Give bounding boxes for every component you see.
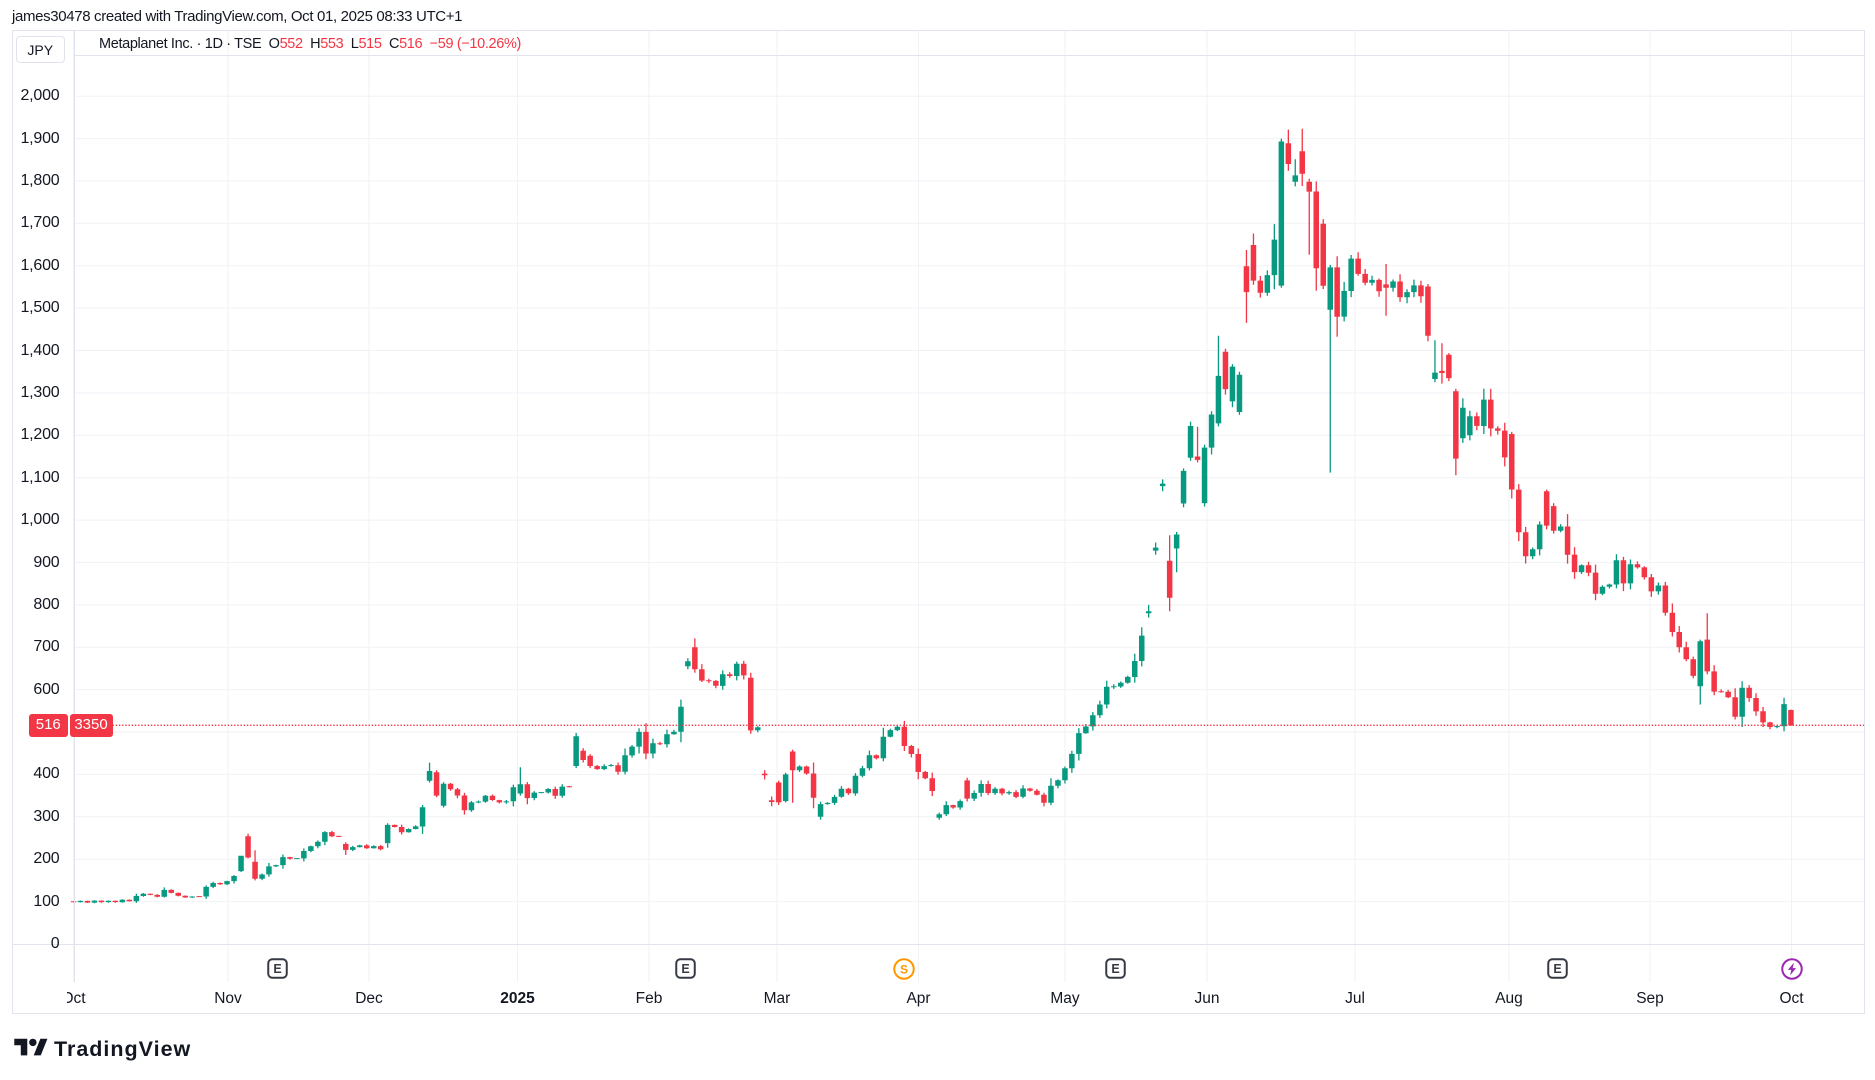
svg-text:E: E [274,962,282,976]
svg-text:E: E [681,962,689,976]
svg-text:E: E [1553,962,1561,976]
svg-text:E: E [1111,962,1119,976]
svg-text:S: S [900,962,908,976]
